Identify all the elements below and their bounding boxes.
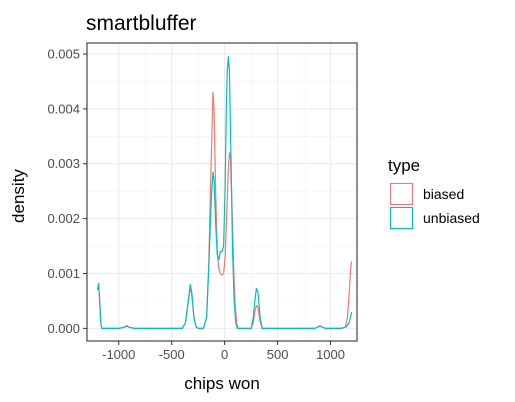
- x-tick-label: 0: [221, 347, 228, 362]
- legend-key-unbiased: [389, 206, 414, 230]
- plot-border: [86, 42, 358, 342]
- legend-label-biased: biased: [423, 186, 464, 202]
- plot-panel: [86, 42, 358, 342]
- y-tick-label: 0.001: [47, 266, 80, 281]
- chart-title: smartbluffer: [86, 12, 197, 35]
- x-tick-label: 500: [267, 347, 289, 362]
- y-axis-title: density: [9, 169, 28, 223]
- plot-background: [87, 43, 357, 341]
- y-tick-label: 0.004: [47, 101, 80, 116]
- x-axis-title: chips won: [184, 374, 260, 393]
- legend-key-biased: [389, 182, 414, 206]
- series-line-unbiased: [96, 56, 353, 329]
- y-tick-label: 0.005: [47, 46, 80, 61]
- x-tick-label: 1000: [316, 347, 345, 362]
- y-tick-label: 0.003: [47, 156, 80, 171]
- legend-title: type: [388, 156, 420, 175]
- legend-label-unbiased: unbiased: [423, 210, 480, 226]
- x-tick-label: -1000: [102, 347, 135, 362]
- y-tick-label: 0.000: [47, 321, 80, 336]
- x-tick-label: -500: [159, 347, 185, 362]
- axes: -1000 -500 0 500 1000 0.000 0.001 0.002 0.003 0.0…: [47, 46, 345, 362]
- legend: type biased unbiased: [388, 156, 480, 230]
- y-tick-label: 0.002: [47, 211, 80, 226]
